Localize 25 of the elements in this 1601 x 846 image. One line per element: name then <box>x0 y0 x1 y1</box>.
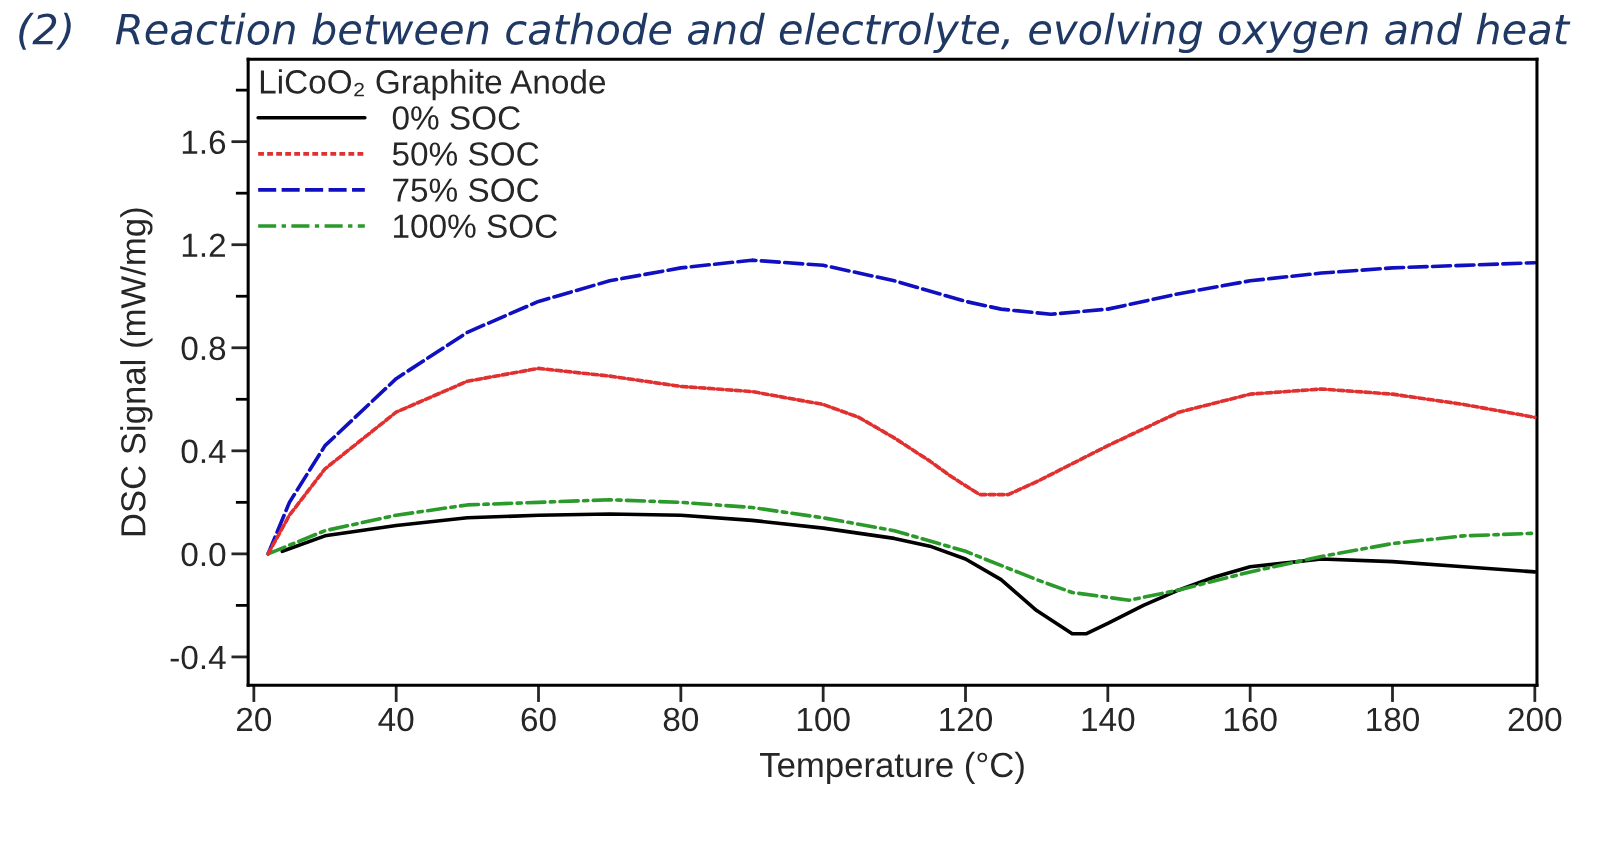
y-tick-label: 1.2 <box>182 233 225 257</box>
y-axis-title: DSC Signal (mW/mg) <box>120 208 153 536</box>
legend-label: 0% SOC <box>392 106 520 130</box>
y-tick-label: -0.4 <box>170 645 226 670</box>
x-tick-label: 180 <box>1367 707 1419 732</box>
x-tick-label: 80 <box>663 707 699 732</box>
x-tick-label: 120 <box>940 707 993 732</box>
legend-title: LiCoO₂ Graphite Anode <box>260 69 606 101</box>
y-tick-label: 0.4 <box>181 439 226 464</box>
chart-title: (2) Reaction between cathode and electrolyte, evolving oxygen and heat <box>19 12 1571 54</box>
x-tick-label: 160 <box>1224 707 1277 732</box>
x-axis-title: Temperature (°C) <box>760 751 1024 785</box>
legend-label: 75% SOC <box>393 178 539 202</box>
x-tick-label: 60 <box>521 707 556 732</box>
y-tick-label: 0.0 <box>181 542 226 567</box>
y-tick-label: 0.8 <box>181 336 226 361</box>
legend-label: 50% SOC <box>392 142 539 166</box>
y-tick-label: 1.6 <box>182 130 226 155</box>
legend-label: 100% SOC <box>394 214 557 238</box>
x-tick-label: 20 <box>236 707 272 732</box>
x-tick-label: 140 <box>1082 707 1135 732</box>
x-tick-label: 200 <box>1508 707 1562 732</box>
x-tick-label: 40 <box>378 707 414 732</box>
x-tick-label: 100 <box>797 707 850 732</box>
line-series <box>266 366 1537 556</box>
